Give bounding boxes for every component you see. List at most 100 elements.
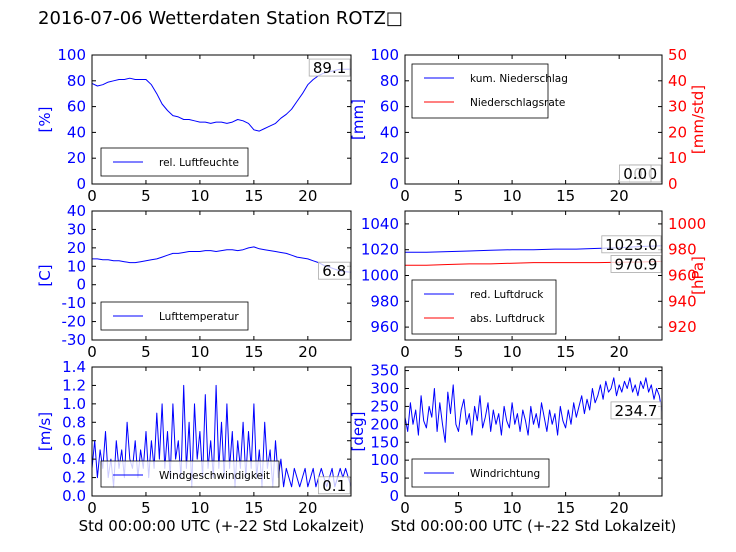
- y-right-tick-label: 30: [668, 98, 687, 116]
- x-tick-label: 0: [400, 499, 410, 517]
- axes-frame: [91, 210, 352, 341]
- y-right-tick-label: 960: [668, 267, 697, 285]
- legend-label: red. Luftdruck: [470, 289, 544, 301]
- y-axis-label: [deg]: [349, 412, 367, 452]
- y-tick-label: -20: [62, 313, 87, 331]
- y-right-tick-label: 20: [668, 123, 687, 141]
- y-tick-label: 960: [370, 318, 399, 336]
- y-tick-label: 80: [380, 72, 399, 90]
- x-tick-label: 5: [454, 187, 464, 205]
- x-tick-label: 15: [244, 343, 263, 361]
- y-tick-label: 100: [370, 451, 399, 469]
- y-tick-label: 1.0: [62, 395, 86, 413]
- axes-frame: [404, 366, 663, 497]
- x-tick-label: 20: [298, 343, 317, 361]
- last-value-box: [317, 476, 351, 495]
- y-tick-label: 300: [370, 380, 399, 398]
- y-tick-label: 10: [67, 257, 86, 275]
- x-tick-label: 5: [454, 499, 464, 517]
- chart-panel-2: 0 5 10 15 20 0 20 40 60 80 100 0 10 20 30 40 50 [mm] [mm/s…: [349, 46, 707, 205]
- last-value-label: 0.1: [322, 477, 346, 495]
- chart-panel-1: 0 5 10 15 20 0 20 40 60 80 100 [%] 89.1 rel. Luftfeuc…: [36, 46, 352, 205]
- legend-label: rel. Luftfeuchte: [159, 157, 239, 169]
- x-tick-label: 10: [190, 187, 209, 205]
- y-right-tick-label: 40: [668, 72, 687, 90]
- y-tick-label: 0: [389, 487, 399, 505]
- x-tick-label: 15: [556, 187, 575, 205]
- legend-label: abs. Luftdruck: [470, 313, 546, 325]
- y-tick-label: 20: [67, 239, 86, 257]
- legend-label: Windrichtung: [470, 468, 540, 480]
- figure-title: 2016-07-06 Wetterdaten Station ROTZ□: [38, 8, 403, 29]
- x-tick-label: 15: [244, 499, 263, 517]
- legend-label: kum. Niederschlag: [470, 73, 568, 85]
- y-tick-label: 0: [76, 175, 86, 193]
- legend-label: Lufttemperatur: [159, 311, 239, 323]
- y-tick-label: 50: [380, 469, 399, 487]
- y-right-axis-label: [hPa]: [689, 256, 707, 295]
- x-tick-label: 5: [141, 187, 151, 205]
- last-value-box: [317, 261, 351, 280]
- last-value-label: 1023.0: [605, 236, 658, 254]
- y-right-tick-label: 50: [668, 46, 687, 64]
- y-right-tick-label: 980: [668, 241, 697, 259]
- y-tick-label: 30: [67, 220, 86, 238]
- last-value-box: [601, 235, 662, 254]
- y-right-tick-label: 0: [668, 175, 678, 193]
- x-axis-label: Std 00:00:00 UTC (+-22 Std Lokalzeit): [391, 517, 677, 535]
- legend-box: [100, 460, 280, 488]
- x-tick-label: 15: [244, 187, 263, 205]
- y-axis-label: [m/s]: [36, 412, 54, 451]
- y-tick-label: 20: [67, 149, 86, 167]
- x-tick-label: 20: [298, 499, 317, 517]
- x-tick-label: 15: [556, 343, 575, 361]
- series-line-3-1: [92, 246, 352, 273]
- y-tick-label: 0.2: [62, 469, 86, 487]
- x-tick-label: 0: [87, 499, 97, 517]
- x-tick-label: 10: [190, 499, 209, 517]
- x-tick-label: 0: [400, 343, 410, 361]
- x-tick-label: 20: [298, 187, 317, 205]
- y-axis-label: [mm]: [349, 99, 367, 140]
- last-value-label: 0.0: [623, 165, 647, 183]
- series-line-5-1: [91, 384, 352, 488]
- y-axis-label: [C]: [36, 264, 54, 286]
- axes-frame: [91, 366, 352, 497]
- last-value-box: [610, 255, 662, 273]
- y-tick-label: 350: [370, 362, 399, 380]
- y-tick-label: 1020: [361, 241, 399, 259]
- last-value-label: 234.7: [615, 402, 658, 420]
- y-tick-label: 1.4: [62, 358, 86, 376]
- y-tick-label: 60: [67, 98, 86, 116]
- y-tick-label: 200: [370, 415, 399, 433]
- y-tick-label: 0.6: [62, 432, 86, 450]
- y-tick-label: -30: [62, 331, 87, 349]
- y-tick-label: 0.8: [62, 413, 86, 431]
- x-tick-label: 10: [503, 187, 522, 205]
- y-tick-label: 40: [380, 123, 399, 141]
- axes-frame: [404, 54, 663, 185]
- legend-box: [411, 279, 557, 335]
- last-value-label: 89.1: [313, 59, 346, 77]
- y-right-tick-label: 920: [668, 318, 697, 336]
- y-tick-label: 1000: [361, 267, 399, 285]
- chart-panel-4: 0 5 10 15 20 960 980 1000 1020 1040 920 940 960 980 10…: [361, 210, 707, 361]
- last-value-box: [610, 401, 662, 420]
- y-tick-label: 250: [370, 397, 399, 415]
- x-tick-label: 0: [87, 343, 97, 361]
- y-tick-label: 150: [370, 433, 399, 451]
- y-tick-label: 1040: [361, 215, 399, 233]
- x-axis-label: Std 00:00:00 UTC (+-22 Std Lokalzeit): [79, 517, 365, 535]
- y-tick-label: 100: [57, 46, 86, 64]
- y-tick-label: 0: [389, 175, 399, 193]
- series-line-1-1: [91, 68, 352, 132]
- y-tick-label: 0.0: [62, 487, 86, 505]
- y-tick-label: 100: [370, 46, 399, 64]
- chart-panel-5: 0 5 10 15 20 0.00.20.40.60.81.01.21.4 [m/s] Std…: [36, 358, 364, 535]
- legend-label: Niederschlagsrate: [470, 97, 565, 109]
- x-tick-label: 5: [141, 499, 151, 517]
- axes-frame: [91, 54, 352, 185]
- y-tick-label: 0.4: [62, 450, 86, 468]
